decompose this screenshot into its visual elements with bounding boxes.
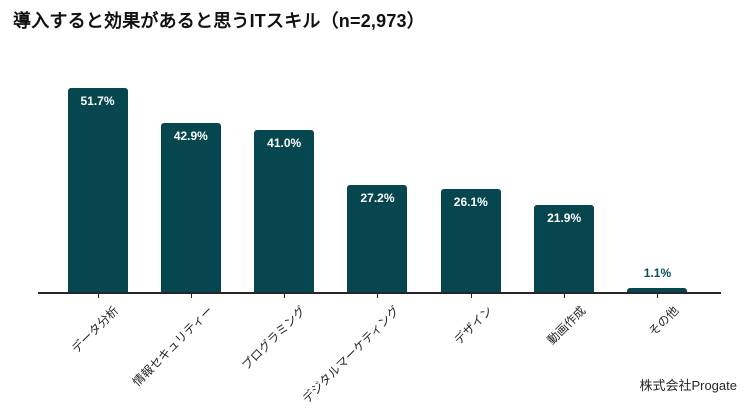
axis-tick	[97, 294, 99, 298]
category-tick-label: デジタルマーケティング	[299, 303, 402, 406]
category-tick-label: デザイン	[451, 303, 496, 348]
axis-tick	[564, 294, 566, 298]
category-tick-label: データ分析	[69, 303, 122, 356]
axis-tick	[190, 294, 192, 298]
x-axis-line	[38, 292, 721, 294]
axis-tick	[470, 294, 472, 298]
category-tick-label: 動画作成	[544, 303, 589, 348]
bar	[160, 122, 221, 292]
axis-tick	[284, 294, 286, 298]
bar	[67, 87, 128, 292]
bar	[440, 188, 501, 292]
bar-value-label: 26.1%	[453, 194, 488, 209]
bar-value-label: 21.9%	[547, 211, 582, 226]
axis-tick	[377, 294, 379, 298]
chart-title: 導入すると効果があると思うITスキル（n=2,973）	[13, 11, 425, 31]
company-credit: 株式会社Progate	[639, 378, 737, 393]
bar	[534, 205, 595, 292]
category-tick-label: プログラミング	[239, 303, 309, 373]
bar	[347, 184, 408, 292]
bar-value-label: 27.2%	[360, 190, 395, 205]
bar	[254, 130, 315, 292]
axis-tick	[657, 294, 659, 298]
category-tick-label: 情報セキュリティー	[129, 303, 216, 390]
bar-value-label: 1.1%	[643, 265, 672, 280]
bar-value-label: 42.9%	[173, 128, 208, 143]
category-tick-label: その他	[646, 303, 682, 339]
bar-value-label: 41.0%	[267, 136, 302, 151]
bar-value-label: 51.7%	[80, 93, 115, 108]
bar	[627, 287, 688, 292]
